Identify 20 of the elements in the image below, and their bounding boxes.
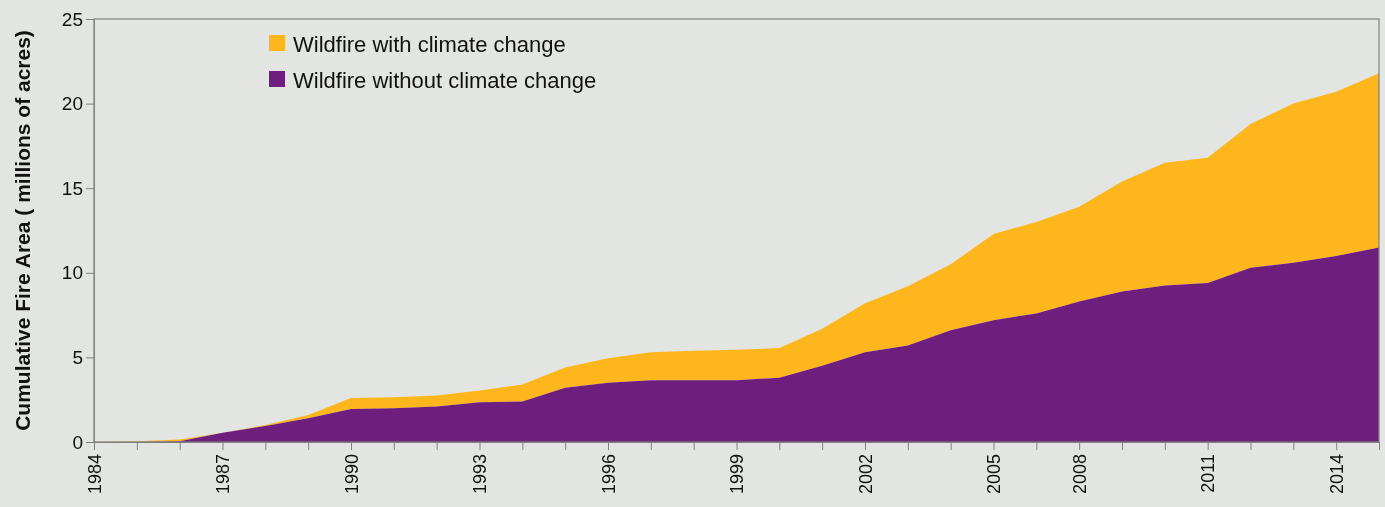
y-tick-label: 0 — [72, 431, 83, 453]
y-tick-label: 5 — [72, 346, 83, 368]
x-tick-label: 2008 — [1069, 454, 1090, 495]
x-tick-label: 1984 — [84, 454, 105, 495]
x-tick-label: 2011 — [1198, 454, 1219, 493]
y-tick-label: 10 — [61, 262, 83, 284]
x-tick-label: 1990 — [341, 454, 362, 495]
legend-label: Wildfire without climate change — [293, 67, 597, 93]
y-axis-title: Cumulative Fire Area ( millions of acres) — [11, 30, 34, 431]
x-tick-label: 2014 — [1326, 454, 1347, 495]
legend-label: Wildfire with climate change — [293, 31, 566, 57]
y-tick-label: 20 — [61, 93, 83, 115]
y-tick-label: 15 — [61, 177, 83, 199]
y-tick-label: 25 — [61, 8, 83, 30]
x-tick-label: 2002 — [855, 454, 876, 495]
x-tick-label: 2005 — [984, 454, 1005, 495]
x-tick-label: 1993 — [470, 454, 491, 495]
x-tick-label: 1999 — [727, 454, 748, 495]
x-tick-label: 1987 — [213, 454, 234, 495]
x-tick-label: 1996 — [598, 454, 619, 495]
